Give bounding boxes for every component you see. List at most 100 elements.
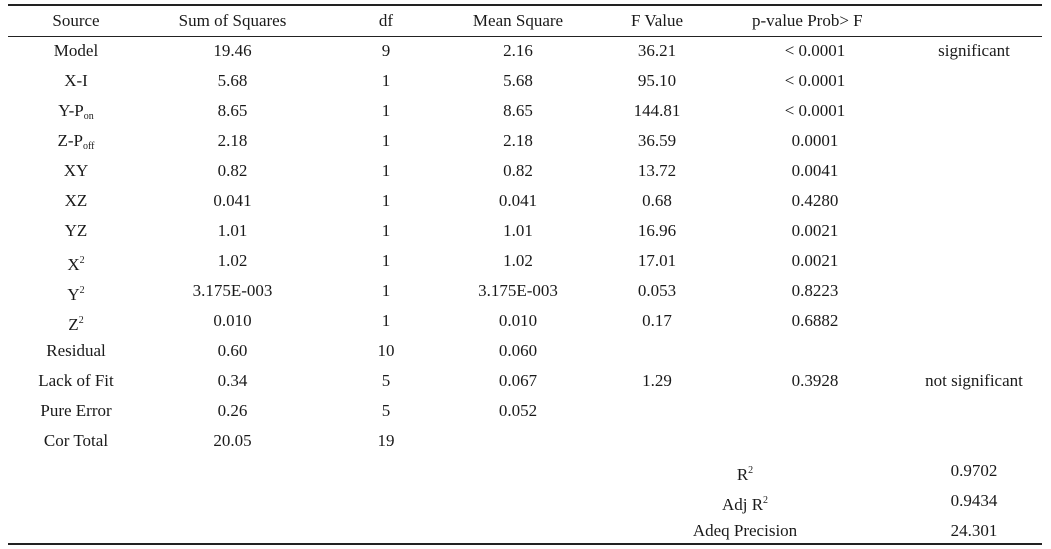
cell-mean-square: 3.175E-003 — [478, 281, 558, 300]
cell-source: X-I — [0, 66, 152, 96]
table-row: XZ 0.041 1 0.041 0.68 0.4280 — [0, 186, 1051, 216]
cell-source: Y-Pon — [0, 96, 152, 126]
cell-df: 1 — [381, 221, 391, 240]
cell-p-value: < 0.0001 — [784, 41, 846, 60]
table-row: X2 1.02 1 1.02 17.01 0.0021 — [0, 246, 1051, 276]
cell-significance: significant — [938, 41, 1010, 60]
cell-f-value: 1.29 — [642, 371, 672, 390]
cell-source-text: XZ — [64, 191, 88, 210]
cell-p-value: 0.4280 — [791, 191, 839, 210]
cell-df: 1 — [381, 311, 391, 330]
cell-mean-square: 8.65 — [503, 101, 533, 120]
cell-sum-of-squares: 2.18 — [217, 131, 248, 150]
cell-sum-of-squares: 0.010 — [213, 311, 252, 330]
cell-source-subscript: on — [83, 111, 94, 122]
cell-sum-of-squares: 20.05 — [213, 431, 252, 450]
stat-value: 0.9434 — [950, 491, 998, 510]
cell-significance: not significant — [925, 371, 1023, 390]
cell-mean-square: 1.01 — [503, 221, 533, 240]
cell-source-text: Y-P — [58, 101, 84, 120]
cell-df: 1 — [381, 131, 391, 150]
cell-source-text: Pure Error — [40, 401, 112, 420]
cell-f-value: 144.81 — [633, 101, 681, 120]
cell-df: 1 — [381, 161, 391, 180]
cell-sum-of-squares: 1.01 — [217, 221, 248, 240]
cell-mean-square — [440, 426, 596, 456]
table-row: Model 19.46 9 2.16 36.21 < 0.0001 significant — [0, 36, 1051, 66]
cell-source: Z-Poff — [0, 126, 152, 156]
cell-f-value: 16.96 — [637, 221, 677, 240]
cell-p-value — [720, 396, 910, 426]
cell-df: 1 — [381, 71, 391, 90]
cell-significance — [906, 426, 1042, 456]
cell-significance — [906, 96, 1042, 126]
cell-f-value — [602, 426, 712, 456]
table-row: Residual 0.60 10 0.060 — [0, 336, 1051, 366]
cell-mean-square: 0.067 — [498, 371, 538, 390]
cell-f-value: 0.053 — [637, 281, 677, 300]
cell-mean-square: 2.16 — [503, 41, 533, 60]
table-row: YZ 1.01 1 1.01 16.96 0.0021 — [0, 216, 1051, 246]
cell-df: 9 — [381, 41, 391, 60]
bottom-rule — [8, 543, 1042, 545]
cell-f-value: 95.10 — [637, 71, 677, 90]
cell-sum-of-squares: 0.34 — [217, 371, 248, 390]
header-rule — [8, 36, 1042, 37]
cell-source-text: Model — [53, 41, 99, 60]
cell-significance — [906, 156, 1042, 186]
cell-significance — [906, 306, 1042, 336]
cell-source-subscript: off — [83, 141, 95, 152]
cell-source: Cor Total — [0, 426, 152, 456]
cell-significance — [906, 66, 1042, 96]
top-rule — [8, 4, 1042, 6]
cell-source-text: X — [67, 255, 80, 274]
cell-source-text: Cor Total — [43, 431, 109, 450]
header-f-value: F Value — [630, 11, 684, 30]
cell-f-value: 0.17 — [642, 311, 672, 330]
stat-label-text: Adeq Precision — [692, 521, 798, 540]
cell-mean-square: 0.052 — [498, 401, 538, 420]
table-row: Pure Error 0.26 5 0.052 — [0, 396, 1051, 426]
cell-source-text: Residual — [46, 341, 106, 360]
cell-p-value: < 0.0001 — [784, 71, 846, 90]
cell-source-text: Z — [68, 315, 79, 334]
stat-label-superscript: 2 — [763, 495, 769, 506]
cell-source-text: XY — [63, 161, 89, 180]
cell-mean-square: 0.041 — [498, 191, 538, 210]
cell-df: 1 — [381, 251, 391, 270]
cell-p-value: 0.3928 — [791, 371, 839, 390]
header-source: Source — [52, 11, 100, 30]
cell-source-text: Y — [67, 285, 80, 304]
stat-label-text: Adj R — [721, 495, 764, 514]
cell-p-value: 0.0041 — [791, 161, 839, 180]
cell-significance — [906, 186, 1042, 216]
stat-value: 24.301 — [950, 521, 998, 540]
cell-mean-square: 1.02 — [503, 251, 533, 270]
header-p-value: p-value Prob> F — [752, 11, 863, 30]
cell-mean-square: 0.060 — [498, 341, 538, 360]
stat-label: Adeq Precision — [650, 516, 840, 546]
cell-sum-of-squares: 19.46 — [213, 41, 252, 60]
cell-df: 5 — [381, 401, 391, 420]
header-df: df — [378, 11, 394, 30]
cell-significance — [906, 216, 1042, 246]
cell-sum-of-squares: 1.02 — [217, 251, 248, 270]
cell-source: X2 — [0, 246, 152, 276]
cell-source: XY — [0, 156, 152, 186]
cell-p-value: < 0.0001 — [784, 101, 846, 120]
stat-row: R2 0.9702 — [0, 456, 1051, 486]
cell-source: Y2 — [0, 276, 152, 306]
table-row: Z-Poff 2.18 1 2.18 36.59 0.0001 — [0, 126, 1051, 156]
cell-df: 1 — [381, 281, 391, 300]
table-row: Y-Pon 8.65 1 8.65 144.81 < 0.0001 — [0, 96, 1051, 126]
stat-label: Adj R2 — [650, 486, 840, 516]
cell-source-superscript: 2 — [78, 315, 84, 326]
cell-df: 19 — [377, 431, 395, 450]
cell-f-value — [602, 336, 712, 366]
cell-mean-square: 0.010 — [498, 311, 538, 330]
cell-sum-of-squares: 0.041 — [213, 191, 252, 210]
stat-label: R2 — [650, 456, 840, 486]
cell-f-value: 36.59 — [637, 131, 677, 150]
cell-sum-of-squares: 3.175E-003 — [192, 281, 273, 300]
cell-significance — [906, 276, 1042, 306]
